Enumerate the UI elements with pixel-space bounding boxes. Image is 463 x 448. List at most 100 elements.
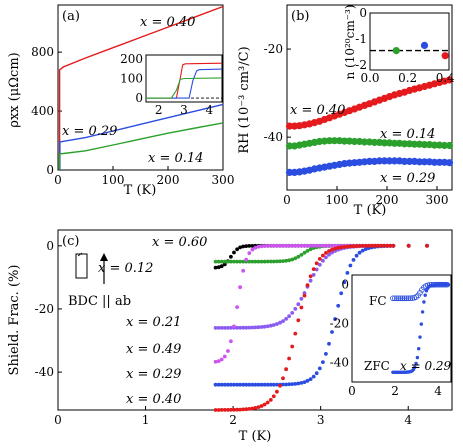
panel-c-data-point xyxy=(317,243,322,248)
panel-c-data-point xyxy=(348,244,353,249)
panel-c-data-point xyxy=(305,283,310,288)
panel-c-data-point xyxy=(235,407,240,412)
panel-b-data-point xyxy=(325,137,334,145)
panel-c-data-point xyxy=(382,243,386,248)
panel-c-data-point xyxy=(324,352,328,356)
panel-c-data-point xyxy=(256,259,261,264)
panel-c-data-point xyxy=(219,408,224,412)
panel-c-data-point xyxy=(256,405,261,409)
panel-b-data-point xyxy=(370,138,379,146)
panel-c-data-point xyxy=(333,317,337,321)
panel-c-data-point xyxy=(256,382,261,387)
panel-c-inset-fc-point xyxy=(391,295,398,302)
panel-c-inset-fc-point xyxy=(397,295,404,302)
panel-c-data-point xyxy=(253,406,258,410)
panel-c-data-point xyxy=(271,394,276,399)
panel-c-data-point xyxy=(287,243,291,248)
panel-c-data-point xyxy=(241,382,246,387)
panel-c-data-point xyxy=(345,271,350,275)
panel-c-data-point xyxy=(222,408,227,412)
panel-c-data-point xyxy=(262,324,267,329)
panel-c-inset-fc-point xyxy=(442,281,449,288)
panel-c-data-point xyxy=(247,259,252,264)
panel-c-crystal-icon xyxy=(77,252,83,257)
panel-c-data-point xyxy=(265,259,270,264)
panel-c-data-point xyxy=(275,389,279,394)
panel-c-inset-fc-point xyxy=(403,295,410,302)
panel-c-data-point xyxy=(296,254,301,259)
panel-c-data-point xyxy=(235,325,240,330)
panel-a-series-label: x = 0.29 xyxy=(62,124,117,139)
panel-c-data-point xyxy=(299,305,304,310)
panel-c-field-arrow-icon xyxy=(100,253,108,261)
panel-c-data-point xyxy=(226,259,230,264)
panel-c-inset-fc-point xyxy=(401,295,408,302)
panel-c-data-point xyxy=(275,259,279,264)
panel-c-data-point xyxy=(213,326,218,330)
panel-c-data-point xyxy=(311,374,316,379)
panel-c-x-tick-label: 2 xyxy=(229,413,237,427)
panel-a-series-line xyxy=(58,5,224,171)
panel-c-data-point xyxy=(336,303,341,308)
panel-c-inset-fc-point xyxy=(390,295,396,302)
panel-c-inset-zfc-point xyxy=(417,347,421,351)
panel-b-data-point xyxy=(330,137,339,145)
panel-c-data-point xyxy=(284,382,288,387)
panel-b-data-point xyxy=(365,157,374,165)
panel-c-data-point xyxy=(330,330,334,334)
panel-c-data-point xyxy=(324,255,328,260)
panel-b-inset-data-point xyxy=(441,52,449,60)
panel-c-data-point xyxy=(336,245,341,250)
panel-c-data-point xyxy=(284,258,288,263)
panel-a-inset-series-line xyxy=(146,68,223,99)
panel-a-axes xyxy=(57,4,224,171)
panel-c-data-point xyxy=(287,258,291,263)
panel-c-data-point xyxy=(238,285,243,290)
panel-c-data-point xyxy=(302,291,307,295)
panel-c-inset-y-tick-label: -40 xyxy=(330,356,349,370)
panel-b-data-point xyxy=(360,138,369,146)
panel-c-x-tick-label: 3 xyxy=(317,413,325,427)
panel-c-data-point xyxy=(265,400,270,405)
panel-b-data-point xyxy=(410,140,419,148)
panel-c-data-point xyxy=(296,243,301,248)
panel-c-data-point xyxy=(290,311,295,315)
panel-c-data-point xyxy=(256,325,261,330)
panel-c-series-label: x = 0.29 xyxy=(126,367,181,382)
panel-c-data-point xyxy=(302,250,307,255)
panel-c-data-point xyxy=(244,325,249,330)
panel-c-data-point xyxy=(256,244,261,249)
panel-c-inset-fc-point xyxy=(409,295,416,301)
panel-c-data-point xyxy=(250,247,255,252)
panel-c-data-point xyxy=(287,382,291,387)
panel-c-data-point xyxy=(226,408,230,412)
panel-c-data-point xyxy=(311,243,316,248)
panel-c-data-point xyxy=(219,259,224,264)
panel-c-data-point xyxy=(305,243,310,248)
panel-c-data-point xyxy=(284,243,288,248)
panel-c-data-point xyxy=(284,367,288,372)
panel-c-inset-x-tick-label: 4 xyxy=(434,384,442,398)
panel-c-inset-fc-point xyxy=(393,295,400,302)
panel-c-inset-x-tick-label: 0 xyxy=(348,384,356,398)
panel-c-data-point xyxy=(314,261,319,266)
panel-c-data-point xyxy=(281,243,285,248)
panel-b-x-tick-label: 0 xyxy=(283,193,291,207)
panel-c-inset-zfc-point xyxy=(414,361,418,366)
panel-c-x-tick-label: 4 xyxy=(404,413,412,427)
panel-c-inset-fc-point xyxy=(395,295,402,302)
panel-c-inset-fc-point xyxy=(436,281,443,288)
panel-c-data-point xyxy=(321,243,325,248)
panel-c-y-tick-label: -20 xyxy=(35,302,54,316)
panel-c-data-point xyxy=(299,253,304,257)
panel-c-data-point xyxy=(247,325,252,330)
panel-b-data-point xyxy=(420,158,429,166)
panel-c-data-point xyxy=(247,407,252,411)
panel-c-data-point xyxy=(357,250,362,255)
panel-c-data-point xyxy=(235,305,240,309)
panel-c-data-point xyxy=(213,382,218,387)
panel-b-axes xyxy=(286,4,453,191)
panel-c-x-tick-label: 0 xyxy=(54,413,62,427)
panel-a-y-axis-title: ρxx (μΩcm) xyxy=(7,52,22,127)
panel-c-data-point xyxy=(253,259,258,264)
